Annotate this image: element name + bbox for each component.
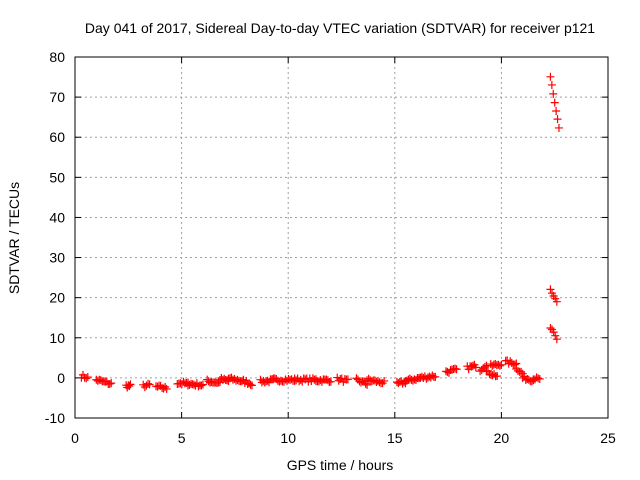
data-point <box>126 380 135 389</box>
data-point <box>553 115 562 124</box>
data-point <box>549 328 558 337</box>
data-point <box>546 285 555 294</box>
data-point <box>552 106 561 115</box>
data-point <box>247 381 256 390</box>
x-axis-label: GPS time / hours <box>287 457 394 473</box>
data-point <box>82 374 91 383</box>
y-tick-label: 80 <box>49 49 65 65</box>
y-axis-label: SDTVAR / TECUs <box>6 182 22 294</box>
y-tick-label: 70 <box>49 89 65 105</box>
y-tick-label: 0 <box>57 370 65 386</box>
data-point <box>546 72 555 81</box>
data-point <box>471 363 480 372</box>
data-point <box>83 373 92 382</box>
data-point <box>326 377 335 386</box>
x-tick-label: 15 <box>387 430 403 446</box>
data-point <box>380 376 389 385</box>
x-tick-label: 10 <box>280 430 296 446</box>
data-point <box>546 323 555 332</box>
data-point <box>551 331 560 340</box>
data-point <box>552 297 561 306</box>
x-tick-label: 5 <box>178 430 186 446</box>
data-point <box>535 374 544 383</box>
y-tick-label: 40 <box>49 209 65 225</box>
chart-title: Day 041 of 2017, Sidereal Day-to-day VTE… <box>85 20 595 36</box>
plot-frame <box>74 56 609 419</box>
y-tick-label: 60 <box>49 129 65 145</box>
data-point <box>431 372 440 381</box>
x-tick-label: 25 <box>600 430 616 446</box>
data-point <box>162 384 171 393</box>
data-point <box>105 379 114 388</box>
data-point <box>452 365 461 374</box>
x-tick-label: 0 <box>71 430 79 446</box>
y-tick-label: 20 <box>49 290 65 306</box>
axis-ticks: 0 5 10 15 20 25 -10 0 10 20 30 40 50 60 70 80 <box>45 49 616 446</box>
data-point <box>549 89 558 98</box>
data-point <box>483 366 492 375</box>
data-point <box>198 380 207 389</box>
y-tick-label: 30 <box>49 250 65 266</box>
data-point <box>246 380 255 389</box>
y-tick-label: 10 <box>49 330 65 346</box>
data-point <box>361 379 370 388</box>
y-tick-label: 50 <box>49 169 65 185</box>
data-point <box>107 379 116 388</box>
data-point <box>495 361 504 370</box>
data-point <box>144 379 153 388</box>
data-point <box>197 381 206 390</box>
data-point <box>517 367 526 376</box>
data-point <box>343 375 352 384</box>
data-point <box>497 360 506 369</box>
data-series <box>77 72 563 393</box>
data-point <box>550 98 559 107</box>
data-point <box>552 335 561 344</box>
data-point <box>554 123 563 132</box>
data-point <box>547 80 556 89</box>
data-point <box>125 382 134 391</box>
data-point <box>493 372 502 381</box>
y-tick-label: -10 <box>45 410 65 426</box>
x-tick-label: 20 <box>494 430 510 446</box>
data-point <box>161 382 170 391</box>
data-point <box>510 360 519 369</box>
data-point <box>145 380 154 389</box>
